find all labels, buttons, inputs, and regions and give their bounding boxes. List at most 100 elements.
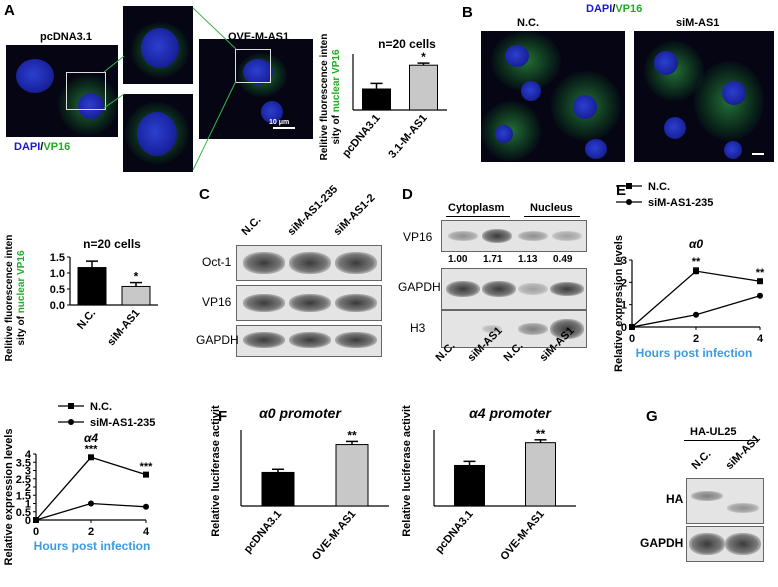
x-tick-label: 3.1-M-AS1 — [386, 112, 429, 160]
y-tick-label: 2 — [25, 482, 31, 494]
bar — [77, 267, 107, 306]
significance-mark: * — [134, 270, 139, 284]
blot-g-gapdh — [686, 526, 764, 562]
micrograph-pcdna — [6, 45, 118, 137]
chart-a-ylabel-2: sity of nuclear VP16 — [331, 49, 342, 144]
x-tick-label: pcDNA3.1 — [433, 508, 476, 556]
chart-title: n=20 cells — [378, 37, 436, 51]
series-line — [631, 295, 761, 328]
chart-title: α0 promoter — [259, 405, 342, 421]
x-tick-label: 4 — [143, 526, 150, 538]
quant-value: 0.49 — [553, 254, 573, 265]
panel-label-g: G — [646, 408, 658, 425]
legend-label: N.C. — [90, 401, 112, 413]
y-tick-label: 2 — [621, 277, 627, 289]
blot-c-oct1 — [236, 245, 382, 281]
bar — [261, 471, 295, 507]
data-point — [88, 500, 94, 507]
y-tick-label: 3 — [25, 466, 31, 478]
lane-label: N.C. — [239, 213, 264, 238]
y-tick-label: 0 — [621, 322, 627, 334]
y-tick-label: 3.5 — [16, 457, 31, 469]
panel-label-c: C — [199, 186, 210, 203]
legend-label: siM-AS1-235 — [90, 417, 155, 429]
y-tick-label: 1 — [621, 300, 627, 312]
panel-g-header-line — [684, 440, 758, 441]
quant-value: 1.00 — [448, 254, 468, 265]
scale-bar-label: 10 μm — [269, 119, 290, 126]
data-point — [693, 268, 699, 275]
chart-title: α0 — [689, 237, 703, 251]
zoom-pcdna-top — [123, 6, 193, 84]
row-c-vp16: VP16 — [202, 295, 232, 309]
y-tick-label: 1 — [25, 499, 31, 511]
row-c-gapdh: GAPDH — [196, 333, 239, 347]
legend-marker — [68, 419, 74, 425]
data-point — [33, 517, 39, 523]
chart-title: n=20 cells — [83, 237, 141, 251]
row-c-oct1: Oct-1 — [202, 255, 232, 269]
legend-marker — [626, 199, 632, 205]
chart-a-ylabel-1: Relitive fluorescence inten — [319, 34, 330, 161]
y-tick-label: 0.0 — [50, 300, 65, 312]
data-point — [757, 292, 763, 299]
x-axis-label: Hours post infection — [34, 539, 151, 553]
quant-value: 1.71 — [483, 254, 503, 265]
x-tick-label: pcDNA3.1 — [340, 112, 383, 160]
y-tick-label: 4 — [25, 449, 32, 461]
chart-b-bar: Relitive fluorescence inten sity of nucl… — [4, 235, 158, 361]
y-axis-label: Relative expression levels — [613, 235, 625, 372]
zoom-connector-lines — [103, 7, 237, 171]
x-tick-label: pcDNA3.1 — [242, 508, 285, 556]
data-point — [629, 324, 635, 330]
y-tick-label: 1.5 — [50, 252, 65, 264]
chart-e-line: N.C. siM-AS1-235 α0 Relative expression lev… — [613, 181, 765, 372]
chart-e-plot: N.C. siM-AS1-235 α0 Relative expression lev… — [613, 181, 765, 372]
significance-mark: ** — [692, 256, 701, 268]
data-point — [143, 503, 149, 510]
panel-a-title-1: pcDNA3.1 — [40, 31, 92, 43]
panel-d-group-nuc: Nucleus — [530, 202, 573, 214]
x-tick-label: OVE-M-AS1 — [498, 508, 546, 563]
legend-label: N.C. — [648, 181, 670, 193]
data-point — [693, 311, 699, 318]
lane-label: siM-AS1-2 — [331, 191, 378, 238]
legend-marker — [68, 403, 74, 409]
micrograph-ove: 10 μm — [199, 39, 313, 139]
x-tick-label: 4 — [757, 333, 764, 345]
quant-value: 1.13 — [518, 254, 538, 265]
panel-label-e: E — [616, 182, 627, 199]
panel-label-d: D — [402, 186, 413, 203]
x-tick-label: N.C. — [75, 307, 98, 332]
bar — [121, 285, 151, 306]
chart-e2-line: N.C. siM-AS1-235 α4 Relative expression lev… — [3, 401, 155, 565]
significance-mark: ** — [536, 427, 546, 441]
y-tick-label: 1.5 — [16, 490, 31, 502]
bar — [454, 464, 485, 507]
y-tick-label: 3 — [621, 255, 627, 267]
panel-d-nuc-line — [524, 216, 580, 217]
y-tick-label: 2.5 — [16, 474, 31, 486]
blot-c-vp16 — [236, 285, 382, 321]
chart-title: α4 — [84, 431, 98, 445]
bar — [362, 88, 391, 111]
chart-f2-bar: α4 promoter Relative luciferase activity p… — [401, 405, 576, 563]
panel-b-label-si: siM-AS1 — [676, 17, 720, 29]
row-d-vp16: VP16 — [403, 230, 433, 244]
y-tick-label: 0 — [25, 515, 31, 527]
chart-f1-plot: α0 promoter Relative luciferase activity p… — [210, 405, 389, 563]
chart-a-bar: Relitive fluorescence inten sity of nucl… — [319, 34, 447, 161]
panel-label-b: B — [462, 4, 473, 21]
y-tick-label: 1.0 — [50, 268, 65, 280]
x-axis-label: Hours post infection — [636, 346, 753, 360]
chart-f1-bar: α0 promoter Relative luciferase activity p… — [210, 405, 389, 563]
row-g-ha: HA — [666, 492, 684, 506]
chart-a-plot: n=20 cells pcDNA3.1 * 3.1-M-AS1 — [340, 37, 447, 161]
blot-d-vp16 — [441, 220, 587, 252]
panel-g-header: HA-UL25 — [690, 426, 737, 438]
x-tick-label: 2 — [88, 526, 94, 538]
panel-label-f: F — [218, 408, 228, 425]
chart-f2-plot: α4 promoter Relative luciferase activity p… — [401, 405, 576, 563]
significance-mark: * — [421, 50, 426, 64]
